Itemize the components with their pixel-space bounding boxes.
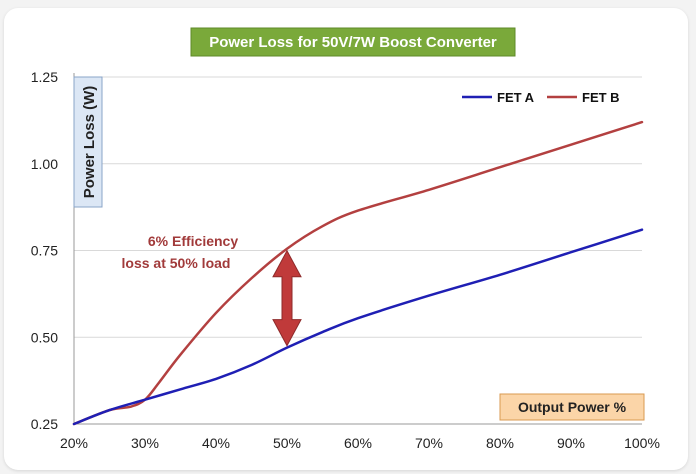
y-tick-label: 0.25 [31, 416, 58, 432]
y-tick-label: 0.75 [31, 243, 58, 259]
annotation-line-2: loss at 50% load [122, 255, 231, 271]
x-axis-label: Output Power % [499, 393, 645, 421]
x-tick-label: 60% [344, 435, 372, 451]
y-tick-label: 1.25 [31, 69, 58, 85]
series-line-fet-b [72, 120, 644, 426]
y-axis-label: Power Loss (W) [73, 76, 103, 208]
x-tick-label: 40% [202, 435, 230, 451]
series-layer [72, 120, 644, 426]
annotation-layer [272, 249, 302, 347]
y-axis-label-box [73, 76, 103, 208]
x-axis-label-text: Output Power % [518, 399, 627, 415]
chart-title-text: Power Loss for 50V/7W Boost Converter [209, 34, 497, 51]
chart-title-box [190, 27, 516, 57]
x-axis-label-box [499, 393, 645, 421]
chart-card [4, 8, 688, 470]
annotation-text: 6% Efficiency loss at 50% load [122, 233, 239, 271]
x-tick-label: 30% [131, 435, 159, 451]
x-tick-label: 70% [415, 435, 443, 451]
grid-layer [74, 76, 642, 338]
double-arrow-icon [272, 249, 302, 347]
x-tick-label: 100% [624, 435, 660, 451]
annotation-line-1: 6% Efficiency [148, 233, 238, 249]
x-tick-label: 20% [60, 435, 88, 451]
legend-label-fet-b: FET B [582, 90, 620, 105]
legend-label-fet-a: FET A [497, 90, 535, 105]
x-tick-label: 80% [486, 435, 514, 451]
y-axis-label-text: Power Loss (W) [81, 86, 98, 199]
x-tick-label: 50% [273, 435, 301, 451]
x-tick-label: 90% [557, 435, 585, 451]
series-line-fet-a [72, 228, 644, 426]
chart-title: Power Loss for 50V/7W Boost Converter [190, 27, 516, 57]
legend: FET A FET B [462, 90, 620, 105]
y-tick-label: 1.00 [31, 156, 58, 172]
y-tick-label: 0.50 [31, 329, 58, 345]
